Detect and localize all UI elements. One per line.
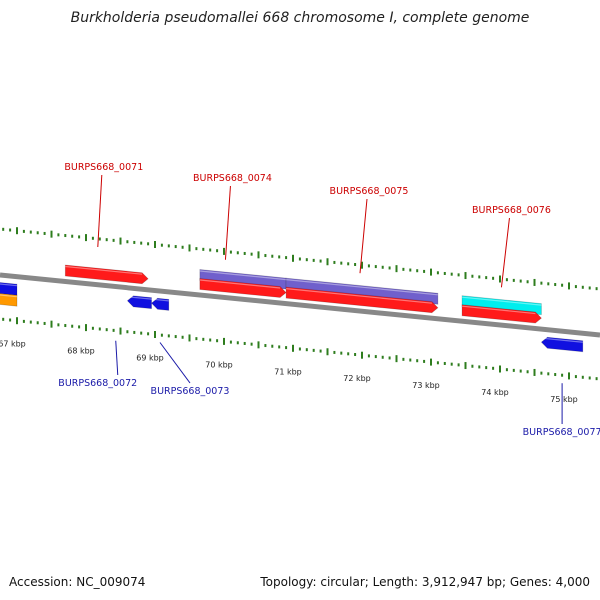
gene-label: BURPS668_0072 <box>58 378 137 389</box>
gene-feature-highlight <box>286 288 432 304</box>
gene-label-leader <box>97 174 103 248</box>
gene-label: BURPS668_0075 <box>330 186 409 197</box>
gene-feature-highlight <box>127 296 152 300</box>
scale-label: 72 kbp <box>343 374 371 383</box>
gene-feature <box>540 336 584 353</box>
gene-feature-highlight <box>0 294 18 298</box>
gene-feature-highlight <box>199 279 281 289</box>
scale-label: 69 kbp <box>136 354 164 363</box>
scale-label: 74 kbp <box>481 388 509 397</box>
gene-feature-highlight <box>151 298 169 302</box>
gene-feature <box>0 293 18 307</box>
gene-label-leader <box>500 217 510 288</box>
gene-feature <box>64 264 149 285</box>
scale-label: 67 kbp <box>0 340 26 349</box>
gene-label: BURPS668_0076 <box>472 205 551 216</box>
gene-feature-highlight <box>0 283 18 287</box>
scale-label: 68 kbp <box>67 347 95 356</box>
gene-feature <box>461 295 542 316</box>
gene-label: BURPS668_0073 <box>151 386 230 397</box>
gene-label: BURPS668_0074 <box>193 173 272 184</box>
gene-label-leader <box>359 198 368 274</box>
gene-feature-highlight <box>286 279 438 296</box>
gene-feature <box>285 277 439 305</box>
scale-label: 73 kbp <box>412 381 440 390</box>
gene-feature <box>285 286 439 314</box>
accession-text: Accession: NC_009074 <box>9 575 146 589</box>
gene-feature-highlight <box>461 296 542 306</box>
scale-label: 71 kbp <box>274 367 302 376</box>
gene-label: BURPS668_0077 <box>523 427 600 438</box>
gene-feature-highlight <box>65 265 143 275</box>
gene-feature-highlight <box>199 270 287 281</box>
gene-label: BURPS668_0071 <box>64 162 143 173</box>
gene-feature <box>126 295 152 310</box>
genome-summary-text: Topology: circular; Length: 3,912,947 bp… <box>260 575 590 589</box>
scale-label: 75 kbp <box>550 395 578 404</box>
gene-feature-highlight <box>461 305 536 315</box>
gene-label-leader <box>115 340 119 376</box>
gene-feature <box>0 282 18 296</box>
gene-feature <box>150 297 170 311</box>
gene-feature <box>461 304 542 324</box>
gene-label-leader <box>159 342 191 384</box>
map-title: Burkholderia pseudomallei 668 chromosome… <box>70 10 530 26</box>
gene-feature-highlight <box>541 337 583 343</box>
backbone-line <box>0 272 600 338</box>
gene-label-leader <box>224 185 231 260</box>
gene-feature <box>199 278 287 298</box>
scale-label: 70 kbp <box>205 360 233 369</box>
